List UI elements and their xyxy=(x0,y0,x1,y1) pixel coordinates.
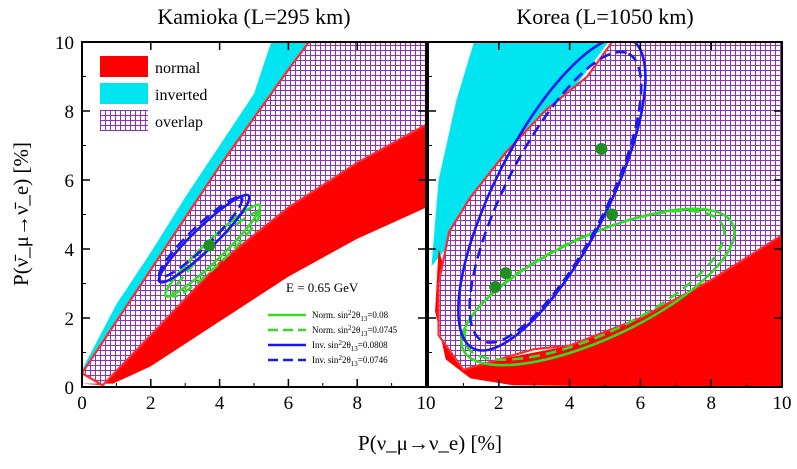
legend-line-sin: sin xyxy=(328,340,339,350)
legend-line-label-norm_008: Norm. sin22θ13=0.08 xyxy=(312,309,389,323)
legend-line-label-inv_00808: Inv. sin22θ13=0.0808 xyxy=(312,339,388,353)
panel-2-xtick-label: 4 xyxy=(565,393,575,414)
panel-2-ellipse-norm_00745 xyxy=(463,209,726,361)
legend-line-theta: 2θ xyxy=(352,325,361,335)
panel-1-plot-area xyxy=(82,42,426,387)
legend-line-sub: 13 xyxy=(351,345,359,353)
legend-line-param: =0.08 xyxy=(367,310,388,320)
legend-label-normal: normal xyxy=(155,60,201,77)
panel-2-plot-area xyxy=(431,42,782,387)
panel-1-xtick-label: 4 xyxy=(215,393,225,414)
legend-line-theta: 2θ xyxy=(352,310,361,320)
legend-line-sub: 13 xyxy=(351,360,359,368)
panel-2-title: Korea (L=1050 km) xyxy=(516,4,693,29)
panel-2-point-1 xyxy=(595,142,608,155)
panel-1-xtick-label: 10 xyxy=(417,393,436,414)
panel-2-xtick-label: 2 xyxy=(494,393,504,414)
legend-line-sq: 2 xyxy=(348,324,352,332)
panel-2-point-3 xyxy=(499,267,512,280)
legend-line-sub: 13 xyxy=(360,330,368,338)
legend-line-sub: 13 xyxy=(360,315,368,323)
ytick-label: 2 xyxy=(65,309,75,330)
legend-line-sq: 2 xyxy=(338,354,342,362)
legend-line-name: Norm. xyxy=(312,310,338,320)
legend-line-label-inv_00746: Inv. sin22θ13=0.0746 xyxy=(312,354,388,368)
panel-2-ellipse-inv_00746 xyxy=(468,50,643,344)
legend-line-theta: 2θ xyxy=(342,340,351,350)
legend-line-theta: 2θ xyxy=(342,355,351,365)
ytick-label: 10 xyxy=(55,33,74,54)
legend-line-sin: sin xyxy=(328,355,339,365)
panel-2-xtick-label: 10 xyxy=(773,393,792,414)
legend-line-name: Inv. xyxy=(312,340,328,350)
panel-1-title: Kamioka (L=295 km) xyxy=(157,4,350,29)
panel-1-ellipse-norm_00745 xyxy=(171,210,262,298)
legend-label-inverted: inverted xyxy=(155,87,207,104)
panel-1-point-1 xyxy=(203,239,216,252)
legend-line-sin: sin xyxy=(338,310,349,320)
legend-line-label-norm_00745: Norm. sin22θ13=0.0745 xyxy=(312,324,398,338)
ytick-label: 4 xyxy=(65,240,75,261)
ytick-label: 0 xyxy=(65,378,75,399)
panel-2-normal-region xyxy=(435,235,782,387)
panel-2-xtick-label: 6 xyxy=(636,393,646,414)
energy-annotation: E = 0.65 GeV xyxy=(286,280,359,295)
legend-line-name: Inv. xyxy=(312,355,328,365)
panel-1-normal-region xyxy=(82,124,426,386)
legend-line-name: Norm. xyxy=(312,325,338,335)
legend-swatch-normal xyxy=(100,56,148,77)
panel-1-xtick-label: 2 xyxy=(146,393,156,414)
panel-2-point-2 xyxy=(606,208,619,221)
panel-1-xtick-label: 8 xyxy=(352,393,362,414)
x-axis-label: P(ν_μ→ν_e) [%] xyxy=(358,431,502,455)
panel-2-xtick-label: 8 xyxy=(706,393,716,414)
legend-line-param: =0.0745 xyxy=(367,325,397,335)
legend-line-param: =0.0746 xyxy=(358,355,388,365)
panel-1-xtick-label: 6 xyxy=(284,393,294,414)
panel-1-xtick-label: 0 xyxy=(77,393,87,414)
legend-line-sq: 2 xyxy=(348,309,352,317)
ytick-label: 6 xyxy=(65,171,75,192)
legend-line-sin: sin xyxy=(338,325,349,335)
y-axis-label: P(ν̄_μ→ν̄_e) [%] xyxy=(9,142,33,286)
legend-line-param: =0.0808 xyxy=(358,340,388,350)
panel-2-point-4 xyxy=(489,280,502,293)
legend-label-overlap: overlap xyxy=(155,114,203,131)
legend-swatch-inverted xyxy=(100,83,148,104)
legend-swatch-overlap xyxy=(100,110,148,131)
ytick-label: 8 xyxy=(65,102,75,123)
legend-line-sq: 2 xyxy=(338,339,342,347)
panel-2-ellipse-inv_00808 xyxy=(457,42,647,352)
